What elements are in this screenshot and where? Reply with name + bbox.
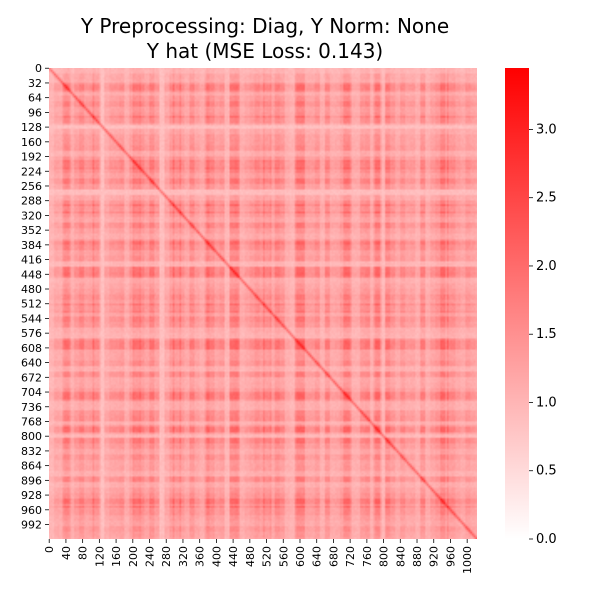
x-tick-label: 40: [60, 546, 73, 560]
y-tick-label: 736: [21, 401, 42, 414]
y-tick-label: 384: [21, 239, 42, 252]
x-tick-label: 240: [144, 546, 157, 567]
y-axis: 0326496128160192224256288320352384416448…: [21, 62, 49, 532]
y-tick-label: 896: [21, 474, 42, 487]
y-tick-label: 544: [21, 312, 42, 325]
x-tick-label: 920: [428, 546, 441, 567]
colorbar-tick-label: 2.5: [536, 191, 557, 206]
x-tick-label: 0: [43, 546, 56, 553]
y-tick-label: 512: [21, 298, 42, 311]
x-tick-label: 960: [444, 546, 457, 567]
y-tick-label: 160: [21, 136, 42, 149]
x-tick-label: 160: [110, 546, 123, 567]
y-tick-label: 704: [21, 386, 42, 399]
y-tick-label: 352: [21, 224, 42, 237]
y-tick-label: 640: [21, 357, 42, 370]
colorbar-tick-label: 2.0: [536, 259, 557, 274]
colorbar-tick-label: 1.5: [536, 327, 557, 342]
x-tick-label: 1000: [461, 546, 474, 574]
x-tick-label: 400: [210, 546, 223, 567]
y-tick-label: 608: [21, 342, 42, 355]
x-tick-label: 760: [361, 546, 374, 567]
colorbar-tick-label: 3.0: [536, 122, 557, 137]
x-tick-label: 200: [127, 546, 140, 567]
x-tick-label: 840: [394, 546, 407, 567]
y-tick-label: 960: [21, 504, 42, 517]
y-tick-label: 64: [28, 92, 42, 105]
y-tick-label: 768: [21, 415, 42, 428]
x-tick-label: 800: [378, 546, 391, 567]
colorbar-axis: 0.0 0.5 1.0 1.5 2.0 2.5 3.0: [529, 122, 557, 547]
y-tick-label: 992: [21, 519, 42, 532]
y-tick-label: 672: [21, 371, 42, 384]
y-tick-label: 320: [21, 209, 42, 222]
y-tick-label: 32: [28, 77, 42, 90]
heatmap-raster: [49, 68, 477, 539]
x-tick-label: 280: [160, 546, 173, 567]
colorbar-tick-label: 1.0: [536, 395, 557, 410]
chart-title-line-1: Y Preprocessing: Diag, Y Norm: None: [80, 14, 449, 38]
x-tick-label: 600: [294, 546, 307, 567]
chart-title-line-2: Y hat (MSE Loss: 0.143): [146, 39, 383, 63]
heatmap-cells: [49, 68, 477, 539]
y-tick-label: 128: [21, 121, 42, 134]
y-tick-label: 480: [21, 283, 42, 296]
colorbar-tick-label: 0.0: [536, 532, 557, 547]
x-tick-label: 360: [194, 546, 207, 567]
x-tick-label: 120: [93, 546, 106, 567]
y-tick-label: 576: [21, 327, 42, 340]
x-tick-label: 640: [311, 546, 324, 567]
x-tick-label: 560: [277, 546, 290, 567]
y-tick-label: 448: [21, 268, 42, 281]
y-tick-label: 832: [21, 445, 42, 458]
x-axis: 0 40 80 120 160 200 240 280 320 360 400 440 480 520 56…: [43, 539, 474, 574]
x-tick-label: 520: [261, 546, 274, 567]
y-tick-label: 288: [21, 195, 42, 208]
x-tick-label: 880: [411, 546, 424, 567]
y-tick-label: 192: [21, 151, 42, 164]
y-tick-label: 928: [21, 489, 42, 502]
x-tick-label: 720: [344, 546, 357, 567]
y-tick-label: 800: [21, 430, 42, 443]
y-tick-label: 0: [35, 62, 42, 75]
y-tick-label: 224: [21, 165, 42, 178]
x-tick-label: 480: [244, 546, 257, 567]
x-tick-label: 440: [227, 546, 240, 567]
x-tick-label: 680: [327, 546, 340, 567]
x-tick-label: 80: [77, 546, 90, 560]
colorbar-tick-label: 0.5: [536, 464, 557, 479]
y-tick-label: 416: [21, 254, 42, 267]
colorbar: [505, 68, 529, 539]
y-tick-label: 864: [21, 460, 42, 473]
y-tick-label: 96: [28, 106, 42, 119]
y-tick-label: 256: [21, 180, 42, 193]
x-tick-label: 320: [177, 546, 190, 567]
